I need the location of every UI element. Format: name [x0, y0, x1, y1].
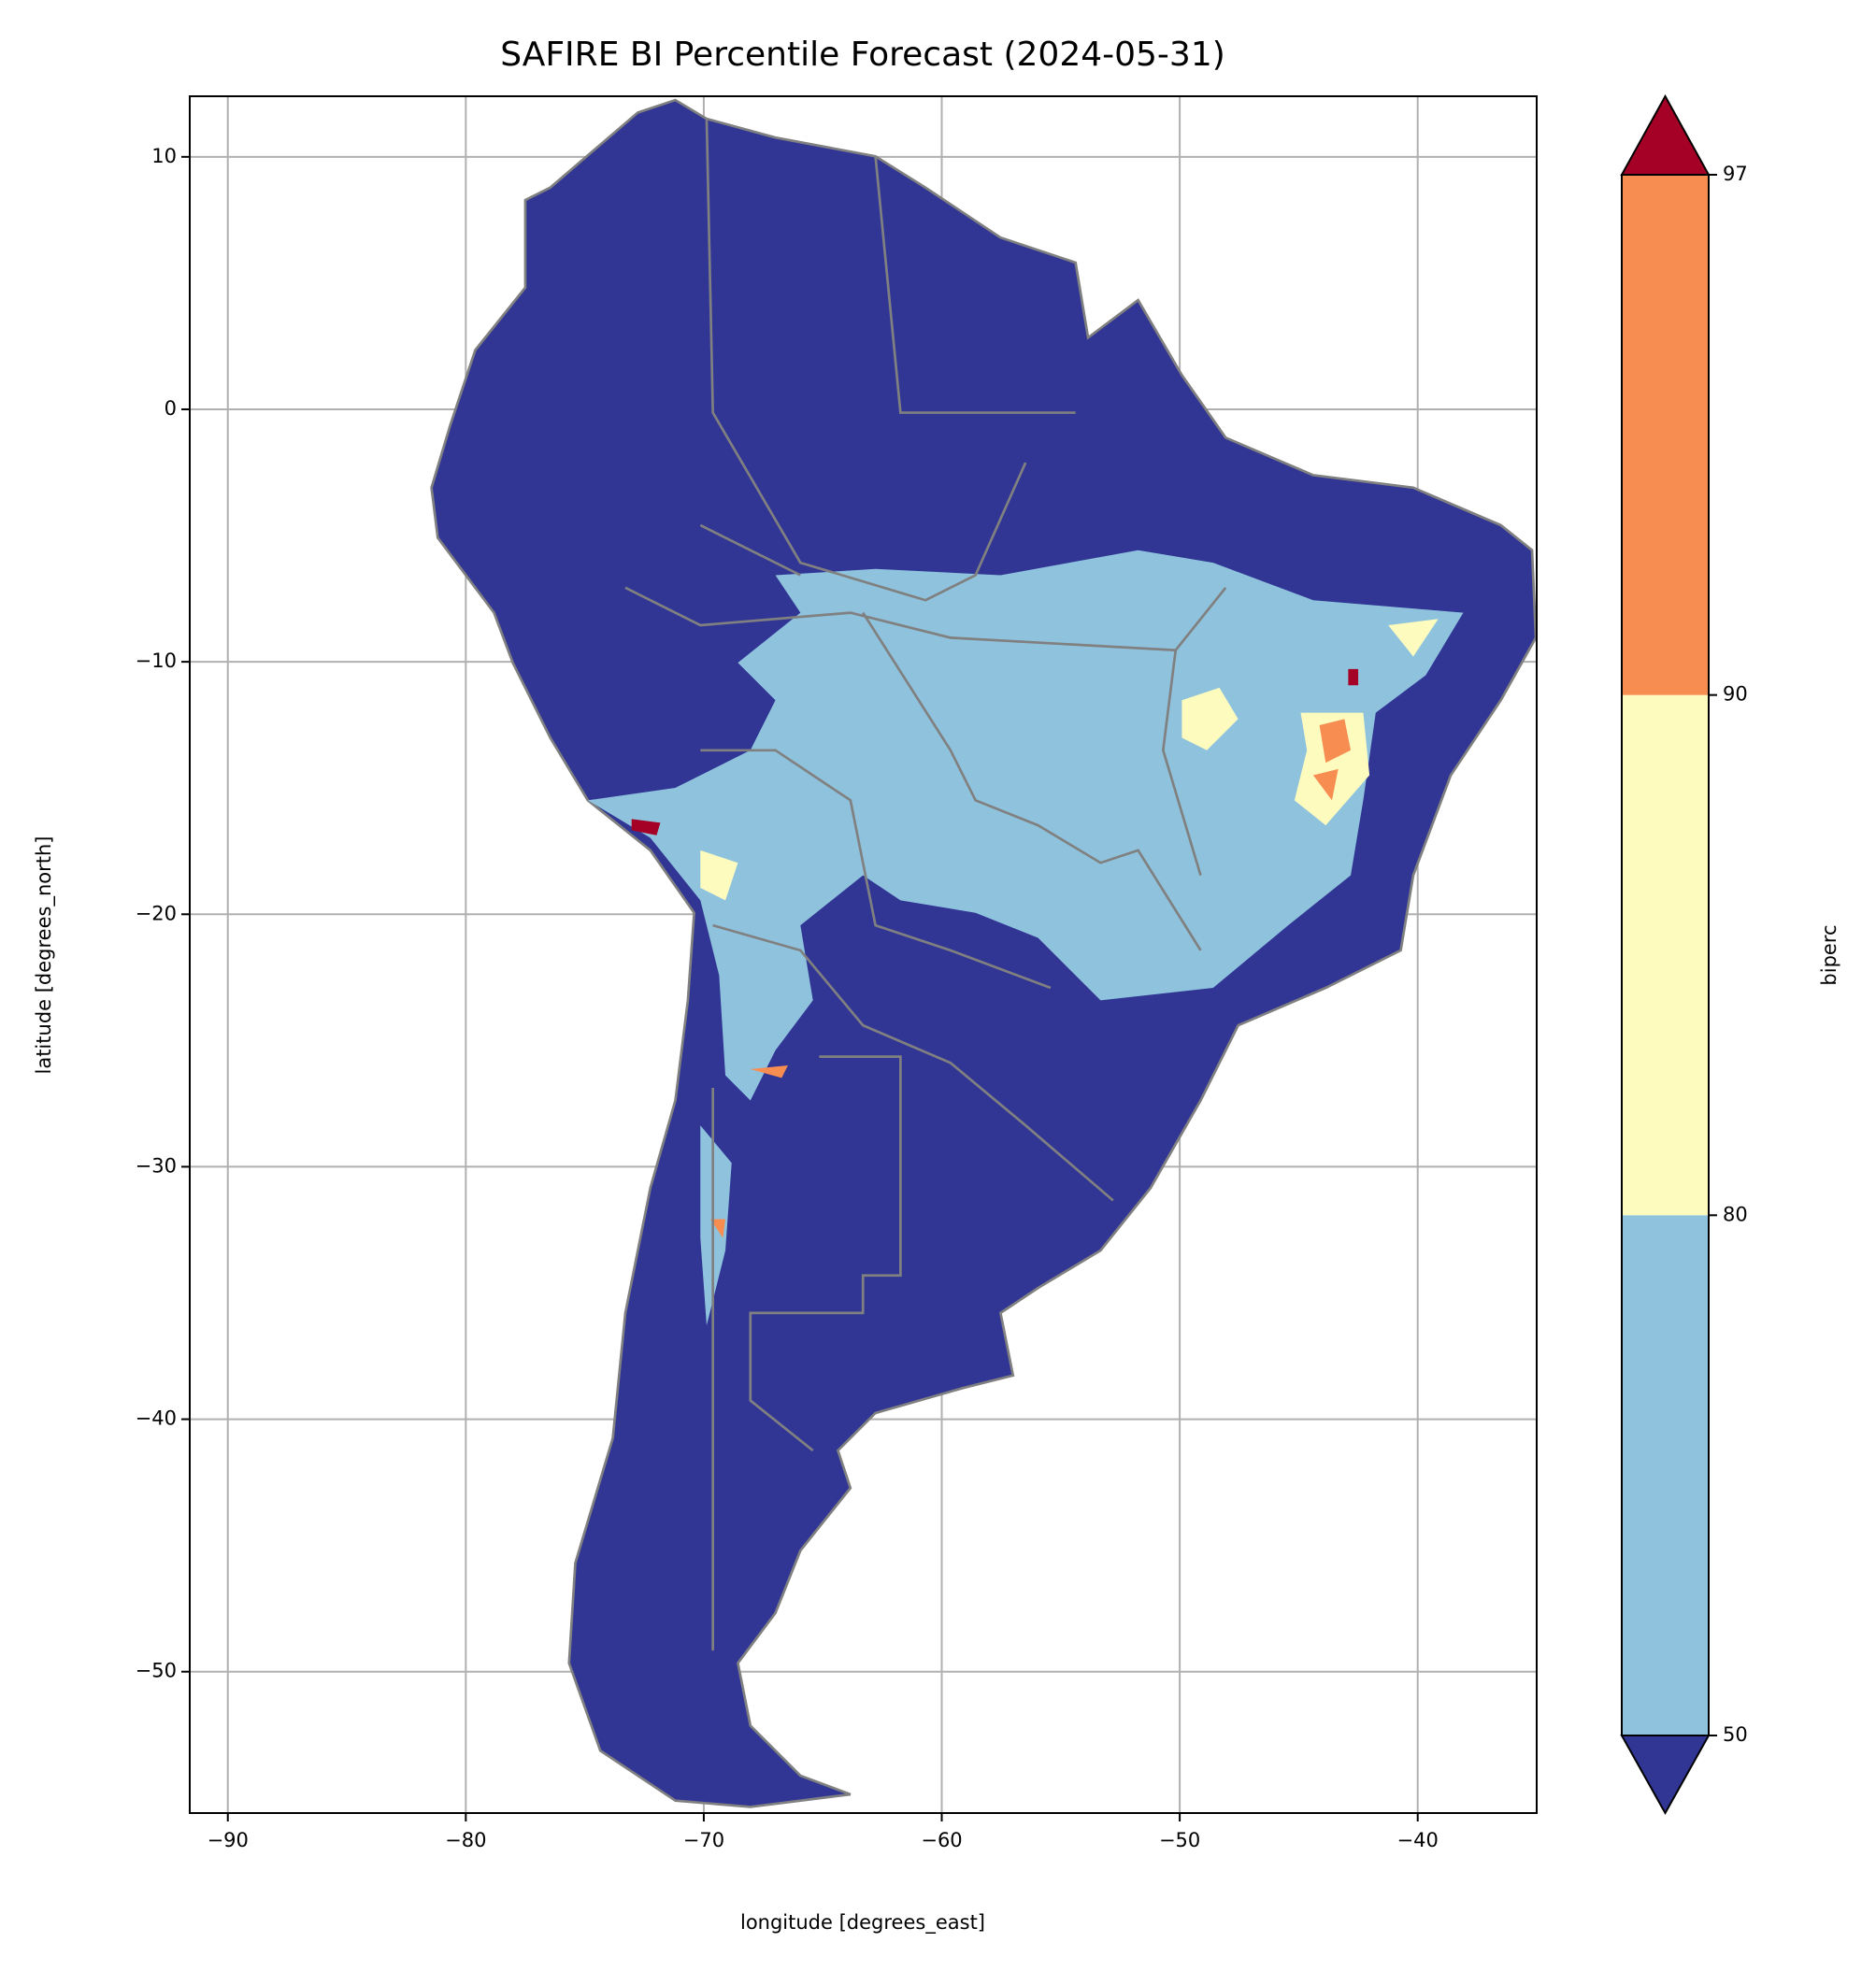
- x-tick-label: −40: [1397, 1829, 1439, 1851]
- x-tick-label: −70: [683, 1829, 724, 1851]
- colorbar-label: biperc: [1818, 924, 1840, 985]
- colorbar-tick-label: 80: [1723, 1203, 1748, 1225]
- y-tick-label: −40: [136, 1407, 177, 1430]
- land-low: [430, 98, 1537, 1808]
- y-tick-label: −20: [136, 902, 177, 924]
- colorbar-segment: [1622, 1215, 1709, 1735]
- y-tick-label: −50: [136, 1660, 177, 1682]
- x-tick-label: −80: [445, 1829, 486, 1851]
- chart-title: SAFIRE BI Percentile Forecast (2024-05-3…: [500, 36, 1225, 74]
- colorbar-tick-label: 90: [1723, 683, 1748, 706]
- map-layer: [430, 98, 1537, 1808]
- zone-50-80: [587, 550, 1464, 1101]
- country-border: [624, 119, 1227, 1651]
- y-axis-label: latitude [degrees_north]: [33, 836, 56, 1075]
- map: [430, 98, 1537, 1808]
- x-tick-label: −90: [208, 1829, 249, 1851]
- y-tick-label: 0: [165, 397, 177, 420]
- x-axis-label: longitude [degrees_east]: [740, 1911, 985, 1935]
- x-tick-label: −50: [1159, 1829, 1200, 1851]
- colorbar-tick-label: 97: [1723, 163, 1748, 185]
- colorbar-segment: [1622, 694, 1709, 1216]
- colorbar-under: [1620, 1735, 1711, 1816]
- y-tick-label: 10: [151, 145, 177, 167]
- colorbar-over: [1620, 93, 1711, 176]
- colorbar: 50 80 90 97: [1620, 93, 1748, 1816]
- colorbar-segment: [1622, 175, 1709, 695]
- colorbar-tick-label: 50: [1723, 1723, 1748, 1746]
- axes-frame: [189, 95, 1538, 1814]
- x-tick-label: −60: [921, 1829, 962, 1851]
- y-tick-label: −30: [136, 1154, 177, 1177]
- y-tick-label: −10: [136, 650, 177, 672]
- colorbar-frame: [1621, 174, 1710, 1736]
